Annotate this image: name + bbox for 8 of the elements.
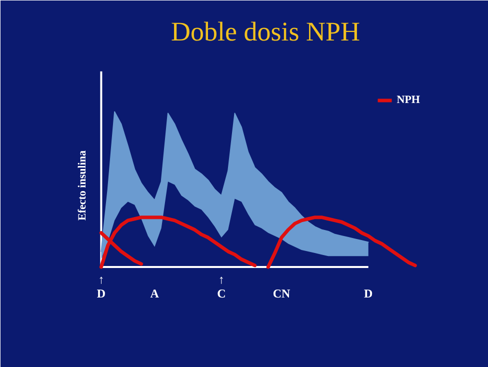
x-tick-label: ↑ C bbox=[217, 272, 226, 300]
y-axis-title: Efecto insulina bbox=[76, 150, 88, 220]
legend-label: NPH bbox=[396, 94, 420, 106]
chart-title: Doble dosis NPH bbox=[170, 16, 360, 46]
x-tick-label: A bbox=[150, 286, 160, 300]
x-tick-label: CN bbox=[272, 286, 291, 300]
x-tick-label: ↑ D bbox=[96, 272, 106, 300]
x-tick-label: D bbox=[364, 286, 374, 300]
